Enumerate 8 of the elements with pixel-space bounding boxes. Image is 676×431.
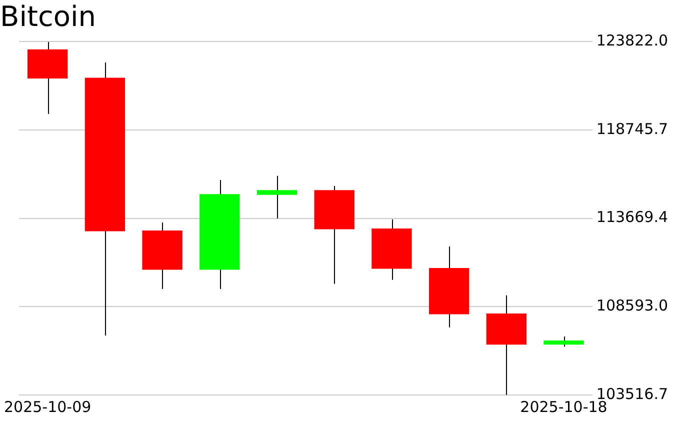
y-tick-label: 108593.0 [596, 296, 668, 315]
chart-title: Bitcoin [0, 0, 96, 34]
x-tick-label: 2025-10-09 [4, 398, 92, 416]
x-tick-label: 2025-10-18 [520, 398, 608, 416]
y-tick-label: 113669.4 [596, 208, 668, 226]
candlestick [256, 175, 298, 219]
y-tick-label: 118745.7 [596, 120, 668, 138]
y-tick-label: 123822.0 [596, 31, 668, 50]
